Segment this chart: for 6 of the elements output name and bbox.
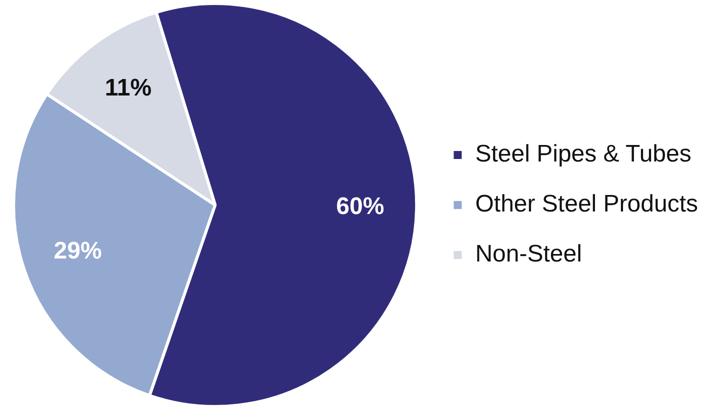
data-label: 60% [336,193,384,220]
data-label: 29% [54,237,102,264]
data-label: 11% [104,74,152,102]
legend-label: Non-Steel [475,240,582,268]
legend-label: Other Steel Products [475,190,698,218]
legend-label: Steel Pipes & Tubes [475,140,692,168]
